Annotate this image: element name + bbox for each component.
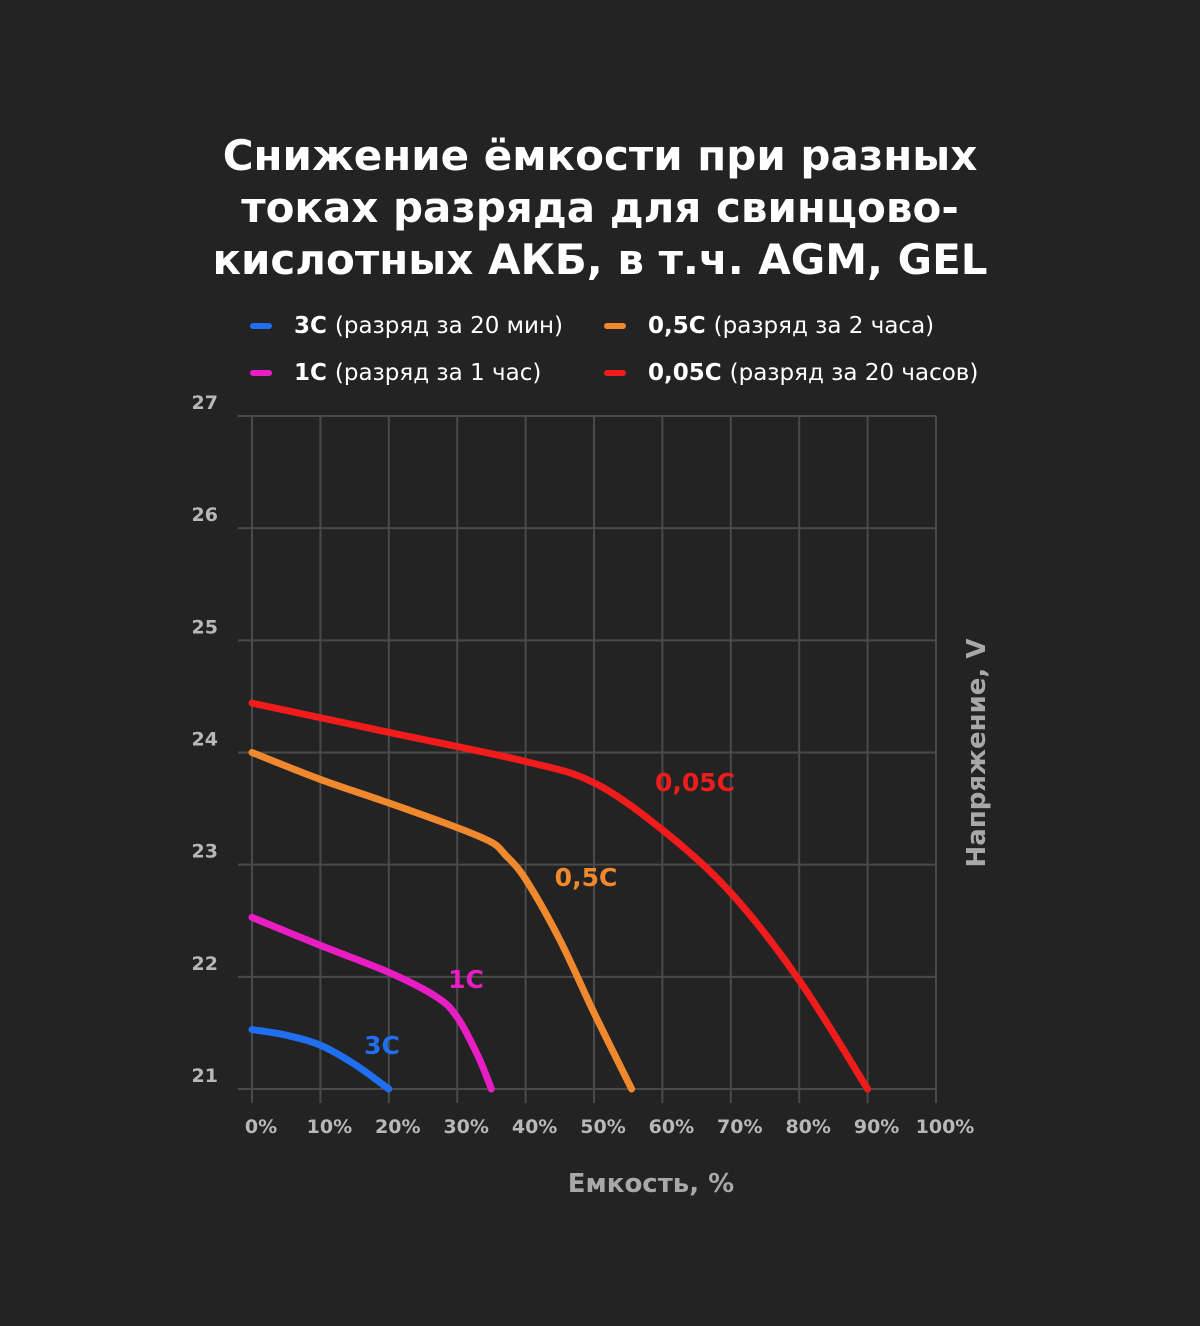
y-tick-label: 21	[192, 1065, 218, 1087]
series-line-0,05C	[248, 699, 872, 1093]
legend-desc: (разряд за 2 часа)	[713, 313, 935, 339]
x-tick-label: 90%	[854, 1116, 899, 1138]
legend-item-3c: 3C (разряд за 20 мин)	[250, 313, 563, 339]
y-tick-label: 26	[192, 504, 218, 526]
legend-swatch	[604, 370, 626, 376]
x-tick-label: 10%	[307, 1116, 352, 1138]
legend-name: 1C	[294, 360, 327, 386]
series-label: 0,5C	[555, 863, 618, 892]
title-line: Снижение ёмкости при разных	[222, 131, 978, 180]
x-tick-label: 0%	[245, 1116, 277, 1138]
legend-desc: (разряд за 1 час)	[334, 360, 542, 386]
legend-name: 0,05C	[648, 360, 722, 386]
x-tick-label: 30%	[443, 1116, 488, 1138]
series-line-0,5C	[248, 749, 636, 1093]
y-axis-label: Напряжение, V	[962, 639, 992, 868]
y-tick-label: 23	[192, 841, 218, 863]
x-tick-label: 60%	[649, 1116, 694, 1138]
y-tick-label: 24	[192, 729, 218, 751]
legend-item-0-5c: 0,5C (разряд за 2 часа)	[604, 313, 934, 339]
x-tick-label: 100%	[916, 1116, 975, 1138]
legend-desc: (разряд за 20 мин)	[334, 313, 563, 339]
x-tick-label: 40%	[512, 1116, 557, 1138]
legend-swatch	[250, 370, 272, 376]
legend-swatch	[604, 323, 626, 329]
x-axis-label: Емкость, %	[568, 1169, 734, 1199]
legend-name: 3C	[294, 313, 327, 339]
series-label: 3C	[364, 1031, 400, 1060]
title-line: кислотных АКБ, в т.ч. AGM, GEL	[212, 235, 988, 284]
legend-item-1c: 1C (разряд за 1 час)	[250, 360, 541, 386]
series-label: 1C	[448, 965, 484, 994]
x-tick-label: 20%	[375, 1116, 420, 1138]
series-label: 0,05C	[655, 768, 735, 797]
series-line-1C	[248, 913, 495, 1093]
series-line-3C	[248, 1026, 393, 1093]
legend-desc: (разряд за 20 часов)	[729, 360, 979, 386]
y-tick-label: 22	[192, 953, 218, 975]
x-tick-label: 70%	[717, 1116, 762, 1138]
legend-swatch	[250, 323, 272, 329]
title-line: токах разряда для свинцово-	[241, 183, 959, 232]
x-tick-label: 80%	[785, 1116, 830, 1138]
y-tick-label: 25	[192, 616, 218, 638]
legend-name: 0,5C	[648, 313, 706, 339]
legend-item-0-05c: 0,05C (разряд за 20 часов)	[604, 360, 978, 386]
chart-title: Снижение ёмкости при разных токах разряд…	[0, 130, 1200, 286]
x-tick-label: 50%	[580, 1116, 625, 1138]
y-tick-label: 27	[192, 392, 218, 414]
